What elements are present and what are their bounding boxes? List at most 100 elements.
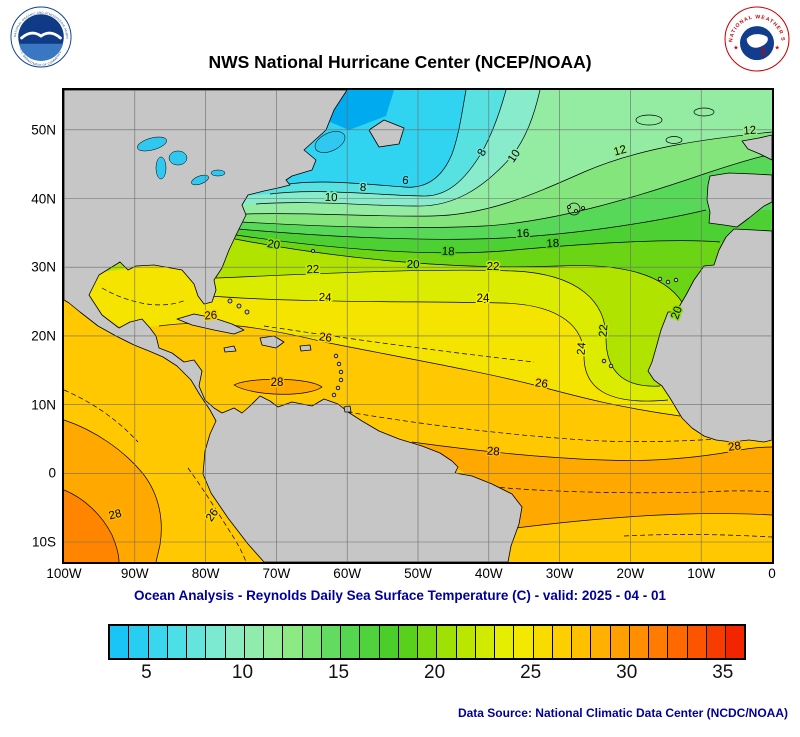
- sst-band: [412, 442, 772, 528]
- colorbar-cell: [456, 626, 476, 658]
- colorbar-cell: [649, 626, 669, 658]
- colorbar-cell: [225, 626, 245, 658]
- contour-label: 8: [360, 182, 367, 194]
- contour-label: 28: [108, 508, 123, 523]
- colorbar-tick: 30: [616, 662, 638, 683]
- sst-contour: [245, 131, 772, 217]
- colorbar-cell: [572, 626, 592, 658]
- colorbar-cell: [398, 626, 418, 658]
- colorbar-cell: [629, 626, 649, 658]
- lat-tick-label: 30N: [31, 259, 56, 275]
- colorbar-cell: [341, 626, 361, 658]
- sst-contour: [235, 234, 721, 254]
- colorbar-tick: 5: [141, 662, 152, 683]
- lat-tick-label: 10N: [31, 397, 56, 413]
- sst-contours-dashed: [64, 287, 772, 562]
- contour-label: 22: [487, 261, 500, 273]
- land-hispaniola: [259, 335, 285, 349]
- colorbar-cell: [379, 626, 399, 658]
- lon-tick-label: 50W: [404, 566, 432, 581]
- colorbar-cell: [283, 626, 303, 658]
- sst-map-plot: 6 8 8 10 10 12 12 16 18 18 20 20 20 22 22 22 24 24 24 26 26 2…: [62, 88, 774, 564]
- eddy-contour: [635, 114, 663, 126]
- lat-tick-label: 10S: [31, 534, 56, 550]
- land-cuba: [176, 313, 245, 335]
- colorbar-tick: 25: [520, 662, 542, 683]
- land-africa: [647, 228, 772, 443]
- lon-tick-label: 10W: [687, 566, 716, 581]
- colorbar-cell: [591, 626, 611, 658]
- sst-contour-dashed: [623, 534, 772, 538]
- eddy-contour: [567, 202, 581, 216]
- land-azores: [581, 206, 585, 210]
- colorbar-cell: [687, 626, 707, 658]
- colorbar-cell: [206, 626, 226, 658]
- sst-contour-dashed: [101, 287, 187, 306]
- land-bermuda: [311, 249, 315, 253]
- colorbar-cell: [129, 626, 149, 658]
- lake-erie: [191, 174, 209, 186]
- colorbar-cell: [475, 626, 495, 658]
- lat-tick-label: 20N: [31, 328, 56, 344]
- sst-contour: [411, 441, 772, 461]
- land-antilles: [335, 385, 341, 391]
- lon-tick-label: 80W: [191, 566, 220, 581]
- noaa-sea: [18, 43, 64, 62]
- land-antilles: [336, 361, 342, 367]
- lat-tick-label: 50N: [31, 122, 56, 138]
- contour-label: 28: [486, 446, 500, 459]
- sst-contour: [64, 489, 120, 562]
- colorbar-cell: [418, 626, 438, 658]
- contour-label: 28: [271, 377, 284, 389]
- lake-superior: [137, 136, 167, 152]
- colorbar-tick: 20: [424, 662, 446, 683]
- sst-contour: [237, 209, 707, 240]
- colorbar-cell: [552, 626, 572, 658]
- contour-label: 16: [516, 228, 529, 240]
- sst-contour: [158, 323, 681, 417]
- nws-logo: NATIONAL WEATHER SERVICE ★ ★: [724, 6, 790, 72]
- eddy-contour: [693, 107, 715, 117]
- sst-contour: [515, 513, 772, 529]
- lon-tick-label: 0: [768, 566, 776, 581]
- contour-label: 22: [598, 324, 611, 338]
- land-jamaica: [223, 345, 237, 353]
- land-canary-islands: [665, 279, 671, 285]
- gulf-of-st-lawrence: [314, 131, 346, 153]
- colorbar-cell: [533, 626, 553, 658]
- colorbar-cell: [668, 626, 688, 658]
- nws-star-right: ★: [775, 44, 781, 51]
- lon-tick-label: 40W: [474, 566, 503, 581]
- temperature-colorbar: [108, 624, 746, 660]
- lon-tick-label: 60W: [333, 566, 362, 581]
- colorbar-cell: [495, 626, 515, 658]
- colorbar-tick: 15: [327, 662, 350, 683]
- contour-label: 18: [546, 238, 559, 251]
- contour-label: 20: [407, 259, 420, 271]
- contour-label: 12: [612, 144, 628, 159]
- colorbar-cell: [244, 626, 264, 658]
- lake-michigan: [155, 156, 167, 180]
- colorbar-cell: [360, 626, 380, 658]
- sst-contour: [277, 90, 467, 188]
- land-americas: [64, 90, 523, 562]
- land-antilles: [338, 369, 344, 375]
- lat-tick-label: 0: [48, 465, 56, 481]
- colorbar-cell: [302, 626, 322, 658]
- sst-contour-dashed: [483, 485, 772, 494]
- sst-contour: [255, 90, 541, 207]
- land-canary-islands: [657, 276, 663, 282]
- colorbar-cell: [437, 626, 457, 658]
- colorbar-cell: [706, 626, 726, 658]
- contour-label: 24: [477, 293, 490, 305]
- sst-contour-dashed: [263, 325, 535, 363]
- land-bahamas: [227, 298, 233, 304]
- land-iberia: [706, 172, 772, 228]
- land-antilles: [331, 392, 337, 398]
- lake-ontario: [210, 169, 226, 177]
- contour-label: 26: [534, 377, 548, 391]
- colorbar-cell: [514, 626, 534, 658]
- colorbar-cell: [321, 626, 341, 658]
